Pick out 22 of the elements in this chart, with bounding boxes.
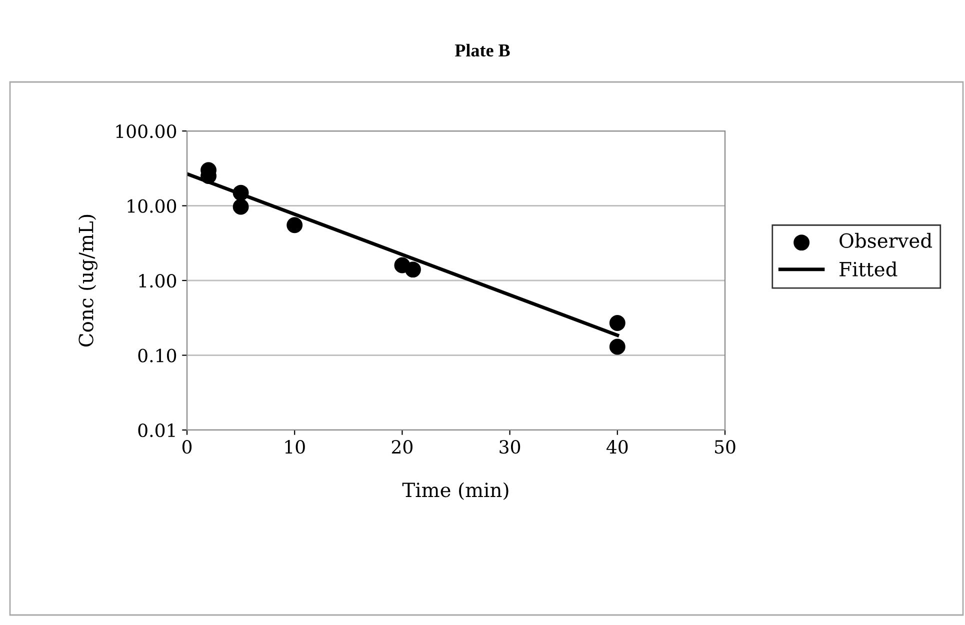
point xyxy=(232,198,249,215)
x-tick-label: 40 xyxy=(606,440,628,454)
x-tick-label: 50 xyxy=(715,440,736,454)
point xyxy=(232,184,249,201)
x-tick-label: 30 xyxy=(500,440,520,454)
point xyxy=(404,262,421,278)
y-tick-label: 1.00 xyxy=(139,274,176,288)
y-axis-title: Conc (ug/mL) xyxy=(78,214,98,347)
x-tick-label: 20 xyxy=(392,440,412,454)
chart-title: Plate B xyxy=(454,44,510,57)
y-tick-label: 10.00 xyxy=(128,199,176,213)
y-tick-label: 100.00 xyxy=(116,124,176,138)
y-tick-label: 0.01 xyxy=(138,423,175,438)
point xyxy=(609,315,626,331)
point xyxy=(609,338,626,355)
y-tick-label: 0.10 xyxy=(138,348,176,362)
x-axis-title: Time (min) xyxy=(402,482,508,500)
point xyxy=(286,217,303,234)
legend-label: Observed xyxy=(840,232,932,248)
x-tick-label: 0 xyxy=(182,440,192,454)
x-tick-label: 10 xyxy=(285,440,305,454)
legend-label: Fitted xyxy=(840,261,898,276)
